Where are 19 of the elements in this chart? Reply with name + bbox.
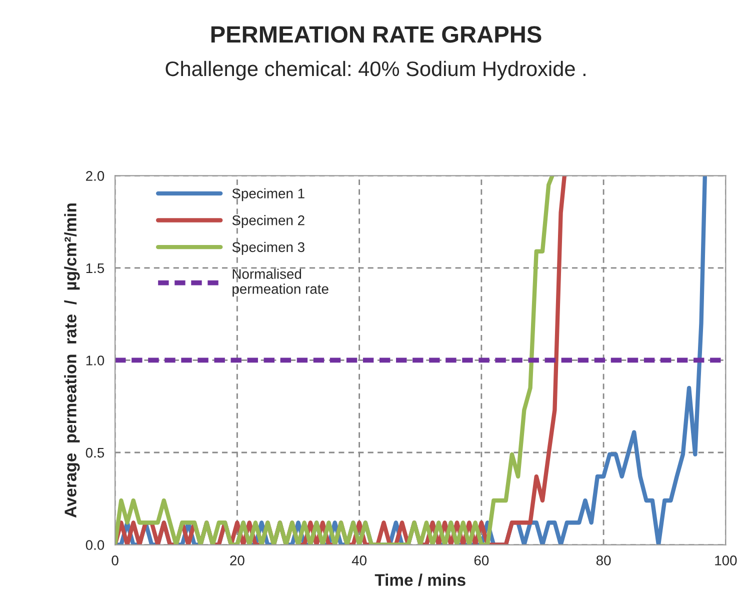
y-tick-label: 0.0 bbox=[86, 540, 104, 550]
x-tick-label: 0 bbox=[112, 556, 118, 566]
x-tick-label: 60 bbox=[474, 556, 489, 566]
legend-label: Specimen 3 bbox=[232, 242, 304, 255]
x-tick-label: 80 bbox=[596, 556, 611, 566]
legend-label: Normalised permeation rate bbox=[232, 268, 328, 297]
y-axis-title: Average permeation rate / µg/cm²/min bbox=[64, 203, 80, 518]
legend-label: Specimen 1 bbox=[232, 188, 304, 202]
y-tick-label: 0.5 bbox=[86, 448, 104, 458]
x-tick-label: 40 bbox=[352, 556, 366, 566]
x-tick-label: 20 bbox=[230, 556, 244, 566]
y-tick-label: 1.0 bbox=[86, 356, 104, 366]
chart-title: PERMEATION RATE GRAPHS bbox=[211, 26, 542, 43]
y-tick-label: 2.0 bbox=[86, 171, 104, 181]
y-tick-label: 1.5 bbox=[86, 263, 104, 274]
chart-subtitle: Challenge chemical: 40% Sodium Hydroxide . bbox=[166, 60, 586, 80]
x-axis-title: Time / mins bbox=[374, 574, 466, 586]
x-tick-label: 100 bbox=[715, 556, 737, 566]
legend-label: Specimen 2 bbox=[232, 215, 304, 228]
